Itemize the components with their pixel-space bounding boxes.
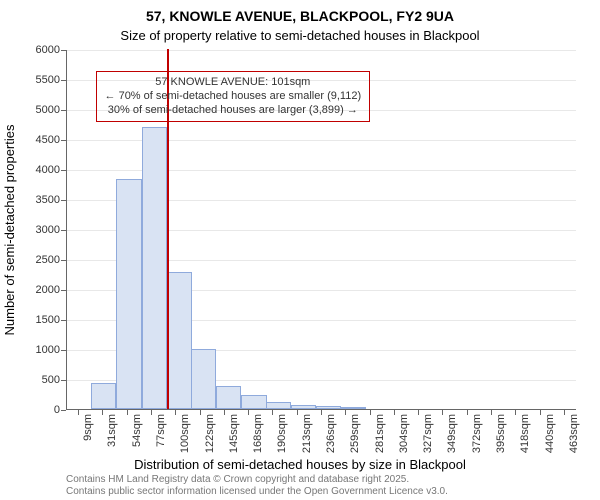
histogram-bar xyxy=(291,405,316,409)
histogram-bar xyxy=(116,179,141,409)
histogram-bar xyxy=(191,349,216,409)
histogram-bar xyxy=(316,406,341,409)
footnote-line1: Contains HM Land Registry data © Crown c… xyxy=(66,474,448,486)
y-tick-label: 6000 xyxy=(10,44,60,56)
annotation-box: 57 KNOWLE AVENUE: 101sqm← 70% of semi-de… xyxy=(96,71,371,122)
y-tick-label: 5500 xyxy=(10,74,60,86)
y-tick-label: 2500 xyxy=(10,254,60,266)
footnote: Contains HM Land Registry data © Crown c… xyxy=(66,474,448,498)
x-tick-label: 327sqm xyxy=(422,414,434,453)
x-tick-label: 213sqm xyxy=(301,414,313,453)
footnote-line2: Contains public sector information licen… xyxy=(66,486,448,498)
x-tick-label: 372sqm xyxy=(471,414,483,453)
x-tick-label: 440sqm xyxy=(544,414,556,453)
histogram-bar xyxy=(142,127,167,409)
annotation-text: 30% of semi-detached houses are larger (… xyxy=(105,104,362,118)
y-tick-label: 4000 xyxy=(10,164,60,176)
x-tick-label: 281sqm xyxy=(374,414,386,453)
x-tick-label: 190sqm xyxy=(276,414,288,453)
histogram-bar xyxy=(167,272,192,409)
x-tick-label: 395sqm xyxy=(495,414,507,453)
title-line1: 57, KNOWLE AVENUE, BLACKPOOL, FY2 9UA xyxy=(0,8,600,24)
x-tick-label: 236sqm xyxy=(325,414,337,453)
histogram-bar xyxy=(216,386,241,409)
y-tick-label: 0 xyxy=(10,404,60,416)
x-tick-label: 31sqm xyxy=(106,414,118,447)
x-tick-label: 77sqm xyxy=(155,414,167,447)
x-tick-label: 9sqm xyxy=(82,414,94,441)
y-tick-label: 3500 xyxy=(10,194,60,206)
x-tick-label: 304sqm xyxy=(398,414,410,453)
x-tick-label: 168sqm xyxy=(252,414,264,453)
y-tick-label: 500 xyxy=(10,374,60,386)
x-tick-label: 349sqm xyxy=(446,414,458,453)
y-tick-label: 2000 xyxy=(10,284,60,296)
x-tick-label: 418sqm xyxy=(519,414,531,453)
y-tick-label: 1000 xyxy=(10,344,60,356)
plot-area: 57 KNOWLE AVENUE: 101sqm← 70% of semi-de… xyxy=(66,50,576,410)
y-tick-label: 4500 xyxy=(10,134,60,146)
histogram-bar xyxy=(341,407,366,409)
histogram-bar xyxy=(266,402,291,409)
y-tick-label: 1500 xyxy=(10,314,60,326)
x-tick-label: 100sqm xyxy=(179,414,191,453)
x-tick-label: 259sqm xyxy=(349,414,361,453)
x-tick-label: 122sqm xyxy=(204,414,216,453)
y-tick-label: 5000 xyxy=(10,104,60,116)
annotation-text: ← 70% of semi-detached houses are smalle… xyxy=(105,90,362,104)
x-axis-label: Distribution of semi-detached houses by … xyxy=(0,457,600,472)
annotation-text: 57 KNOWLE AVENUE: 101sqm xyxy=(105,76,362,90)
title-line2: Size of property relative to semi-detach… xyxy=(0,28,600,43)
histogram-bar xyxy=(91,383,116,409)
x-tick-label: 145sqm xyxy=(228,414,240,453)
chart-container: 57, KNOWLE AVENUE, BLACKPOOL, FY2 9UA Si… xyxy=(0,0,600,500)
x-tick-label: 463sqm xyxy=(568,414,580,453)
y-tick-label: 3000 xyxy=(10,224,60,236)
histogram-bar xyxy=(241,395,266,409)
x-tick-label: 54sqm xyxy=(131,414,143,447)
